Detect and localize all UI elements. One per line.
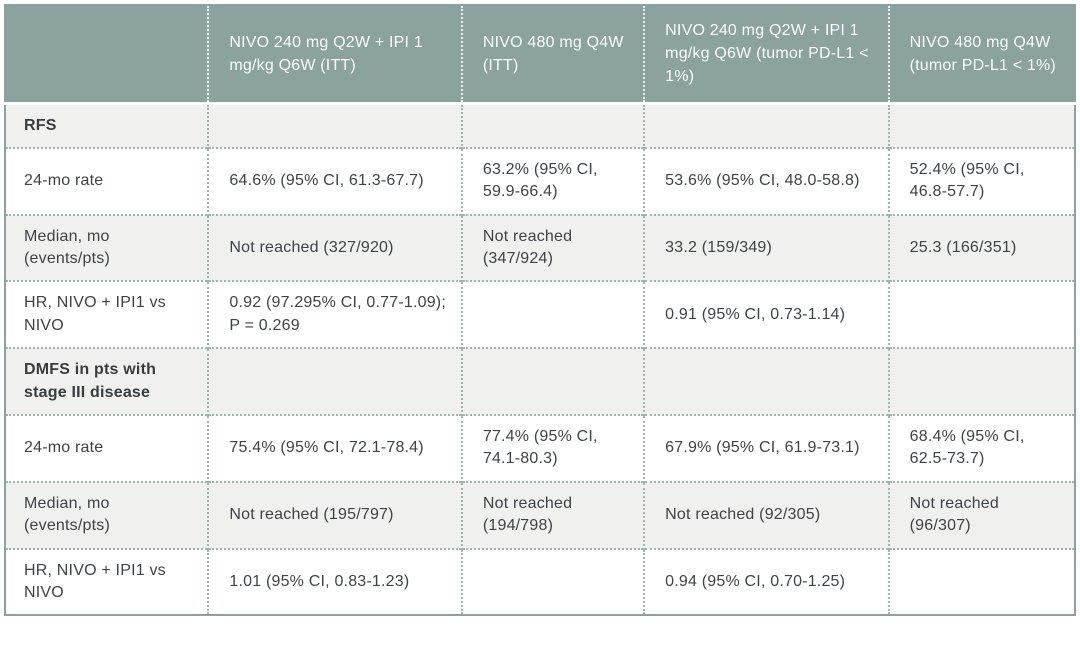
row-label: RFS <box>5 103 209 148</box>
table-row: RFS <box>5 103 1075 148</box>
table-cell: Not reached (194/798) <box>460 480 645 549</box>
table-cell: Not reached (327/920) <box>207 213 462 282</box>
table-row: HR, NIVO + IPI1 vs NIVO 0.92 (97.295% CI,… <box>5 280 1075 349</box>
column-header-nivo-pdl1: NIVO 480 mg Q4W (tumor PD-L1 < 1%) <box>887 5 1075 105</box>
column-header-nivo-itt: NIVO 480 mg Q4W (ITT) <box>460 5 645 105</box>
table-cell: 75.4% (95% CI, 72.1-78.4) <box>207 414 462 482</box>
table-cell <box>460 103 645 148</box>
row-label: Median, mo (events/pts) <box>5 213 209 282</box>
table-row: Median, mo (events/pts) Not reached (195/… <box>5 480 1075 549</box>
row-label: Median, mo (events/pts) <box>5 480 209 549</box>
table-cell <box>460 347 645 416</box>
table-body: RFS 24-mo rate 64.6% (95% CI, 61.3-67.7) 63… <box>5 103 1075 616</box>
table-cell: Not reached (96/307) <box>887 480 1075 549</box>
table-cell <box>460 280 645 349</box>
column-header-nivo-ipi-pdl1: NIVO 240 mg Q2W + IPI 1 mg/kg Q6W (tumor… <box>643 5 889 105</box>
table-cell: Not reached (347/924) <box>460 213 645 282</box>
table-cell: 0.91 (95% CI, 0.73-1.14) <box>643 280 889 349</box>
table-cell: 1.01 (95% CI, 0.83-1.23) <box>207 547 462 616</box>
table-cell <box>207 347 462 416</box>
table-cell: 0.92 (97.295% CI, 0.77-1.09); P = 0.269 <box>207 280 462 349</box>
table-cell: Not reached (92/305) <box>643 480 889 549</box>
table-cell: 64.6% (95% CI, 61.3-67.7) <box>207 146 462 215</box>
table-cell: 63.2% (95% CI, 59.9-66.4) <box>460 146 645 215</box>
table-cell: 52.4% (95% CI, 46.8-57.7) <box>887 146 1075 215</box>
table-header: NIVO 240 mg Q2W + IPI 1 mg/kg Q6W (ITT) … <box>5 5 1075 105</box>
header-row: NIVO 240 mg Q2W + IPI 1 mg/kg Q6W (ITT) … <box>5 5 1075 105</box>
table-cell: Not reached (195/797) <box>207 480 462 549</box>
table-cell: 68.4% (95% CI, 62.5-73.7) <box>887 414 1075 482</box>
table-cell <box>207 103 462 148</box>
row-label: 24-mo rate <box>5 146 209 215</box>
table-cell <box>887 280 1075 349</box>
table-cell: 25.3 (166/351) <box>887 213 1075 282</box>
table-row: Median, mo (events/pts) Not reached (327/… <box>5 213 1075 282</box>
table-cell <box>460 547 645 616</box>
table-cell: 33.2 (159/349) <box>643 213 889 282</box>
table-cell: 0.94 (95% CI, 0.70-1.25) <box>643 547 889 616</box>
table-row: 24-mo rate 64.6% (95% CI, 61.3-67.7) 63.2%… <box>5 146 1075 215</box>
table-cell: 53.6% (95% CI, 48.0-58.8) <box>643 146 889 215</box>
table-cell <box>887 103 1075 148</box>
table-cell <box>887 347 1075 416</box>
row-label: HR, NIVO + IPI1 vs NIVO <box>5 547 209 616</box>
column-header-nivo-ipi-itt: NIVO 240 mg Q2W + IPI 1 mg/kg Q6W (ITT) <box>207 5 462 105</box>
table-row: HR, NIVO + IPI1 vs NIVO 1.01 (95% CI, 0.8… <box>5 547 1075 616</box>
row-label: DMFS in pts with stage III disease <box>5 347 209 416</box>
table-cell <box>643 103 889 148</box>
table-cell <box>643 347 889 416</box>
table-cell: 77.4% (95% CI, 74.1-80.3) <box>460 414 645 482</box>
table-row: DMFS in pts with stage III disease <box>5 347 1075 416</box>
column-header-empty <box>5 5 209 105</box>
results-table: NIVO 240 mg Q2W + IPI 1 mg/kg Q6W (ITT) … <box>4 4 1076 617</box>
row-label: HR, NIVO + IPI1 vs NIVO <box>5 280 209 349</box>
table-row: 24-mo rate 75.4% (95% CI, 72.1-78.4) 77.4%… <box>5 414 1075 482</box>
table-cell <box>887 547 1075 616</box>
table-cell: 67.9% (95% CI, 61.9-73.1) <box>643 414 889 482</box>
row-label: 24-mo rate <box>5 414 209 482</box>
